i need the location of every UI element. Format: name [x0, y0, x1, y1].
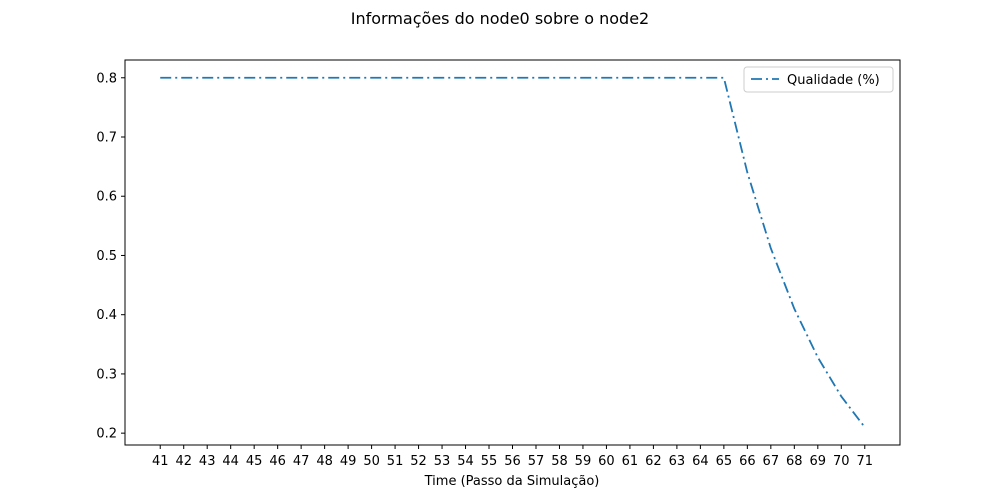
x-tick-label: 58 — [551, 454, 568, 469]
y-tick-label: 0.3 — [96, 367, 117, 382]
y-tick-label: 0.4 — [96, 308, 117, 323]
x-tick-label: 46 — [269, 454, 286, 469]
y-tick-label: 0.5 — [96, 249, 117, 264]
x-tick-label: 66 — [739, 454, 756, 469]
y-tick-label: 0.7 — [96, 131, 117, 146]
x-tick-label: 70 — [833, 454, 850, 469]
series-line — [160, 76, 866, 428]
x-tick-label: 48 — [316, 454, 333, 469]
x-tick-label: 45 — [246, 454, 263, 469]
y-tick-label: 0.8 — [96, 71, 117, 86]
x-tick-label: 60 — [598, 454, 615, 469]
x-tick-label: 50 — [363, 454, 380, 469]
x-tick-label: 69 — [810, 454, 827, 469]
legend: Qualidade (%) — [743, 66, 894, 93]
x-tick-label: 43 — [199, 454, 216, 469]
legend-label: Qualidade (%) — [787, 73, 880, 88]
x-tick-label: 57 — [528, 454, 545, 469]
x-tick-label: 59 — [575, 454, 592, 469]
x-tick-label: 42 — [175, 454, 192, 469]
x-tick-label: 62 — [645, 454, 662, 469]
x-tick-label: 54 — [457, 454, 474, 469]
x-axis-label: Time (Passo da Simulação) — [424, 474, 600, 489]
x-tick-label: 64 — [692, 454, 709, 469]
x-tick-label: 67 — [763, 454, 780, 469]
x-axis: 41 42 43 44 45 46 47 48 49 50 51 52 53 54 55 56 57 58 59 60… — [152, 445, 873, 469]
x-tick-label: 56 — [504, 454, 521, 469]
x-tick-label: 53 — [434, 454, 451, 469]
x-tick-label: 41 — [152, 454, 169, 469]
x-tick-label: 68 — [786, 454, 803, 469]
x-tick-label: 71 — [856, 454, 873, 469]
y-tick-label: 0.2 — [96, 427, 117, 442]
x-tick-label: 52 — [410, 454, 427, 469]
x-tick-label: 63 — [669, 454, 686, 469]
legend-box — [743, 66, 894, 93]
x-tick-label: 55 — [481, 454, 498, 469]
x-tick-label: 65 — [716, 454, 733, 469]
x-tick-label: 47 — [293, 454, 310, 469]
chart-title: Informações do node0 sobre o node2 — [351, 9, 649, 28]
x-tick-label: 51 — [387, 454, 404, 469]
y-tick-label: 0.6 — [96, 190, 117, 205]
plot-area — [160, 76, 866, 428]
x-tick-label: 49 — [340, 454, 357, 469]
x-tick-label: 44 — [222, 454, 239, 469]
y-axis: 0.2 0.3 0.4 0.5 0.6 0.7 0.8 — [96, 71, 125, 442]
x-tick-label: 61 — [622, 454, 639, 469]
